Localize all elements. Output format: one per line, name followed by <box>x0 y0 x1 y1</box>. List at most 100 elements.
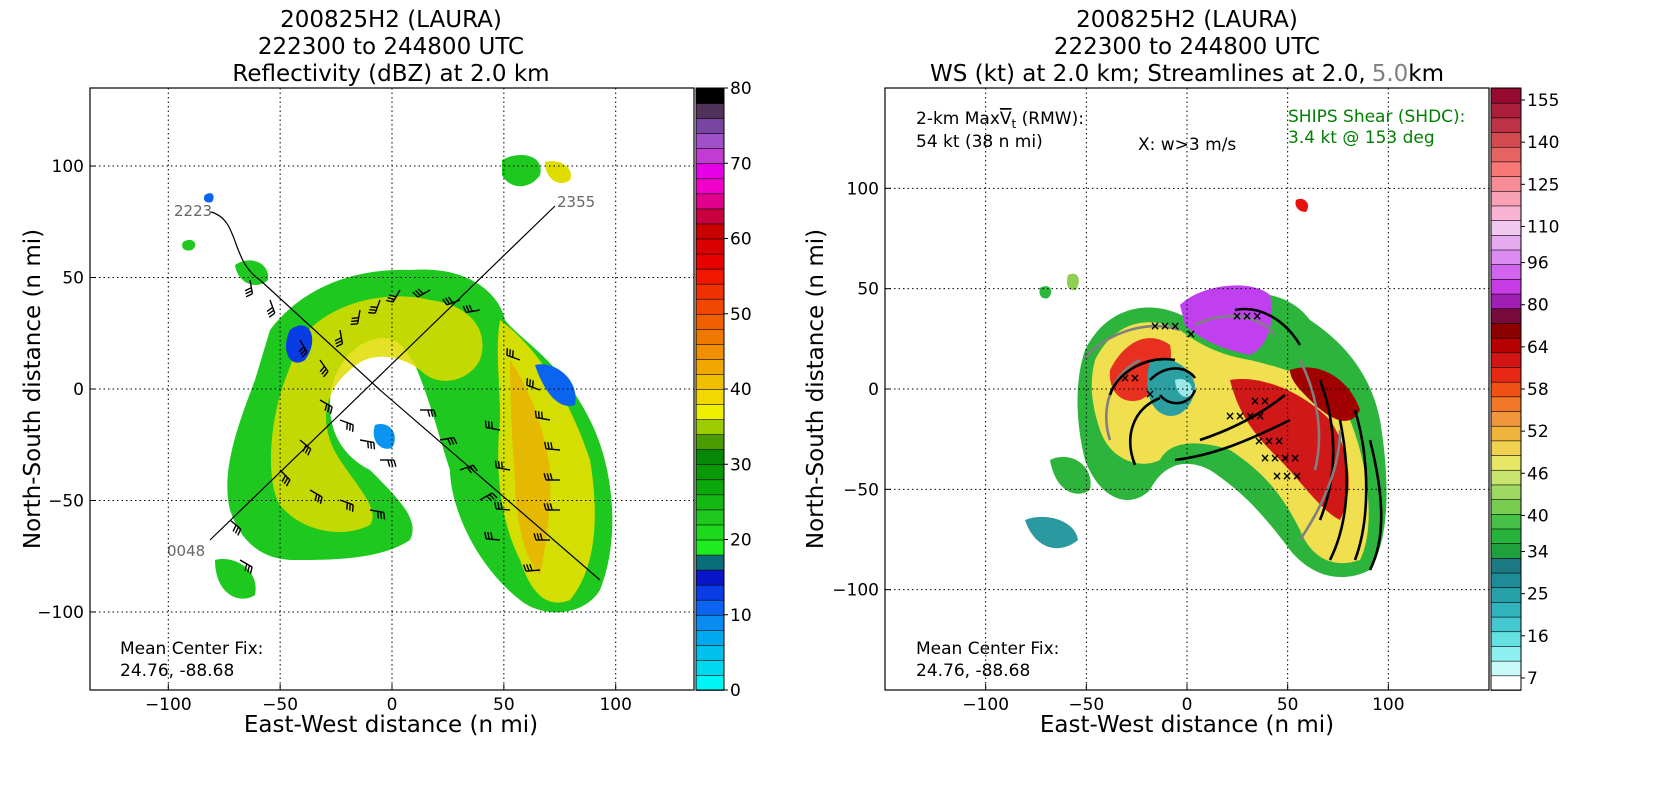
windspeed-colorbar-swatch <box>1490 381 1522 398</box>
wind-barb-flag <box>537 411 540 419</box>
windspeed-colorbar-swatch <box>1490 542 1522 559</box>
reflectivity-colorbar-label: 10 <box>730 606 752 626</box>
left-title-line2: 222300 to 244800 UTC <box>258 34 524 60</box>
windspeed-colorbar-swatch <box>1490 366 1522 383</box>
right-x-tick-label: 50 <box>1277 695 1299 715</box>
wind-barb-flag <box>377 511 380 519</box>
wind-barb-flag <box>335 343 343 348</box>
wind-barb-flag <box>526 564 530 572</box>
wind-barb-flag <box>245 293 253 298</box>
reflectivity-colorbar-swatch <box>695 147 725 165</box>
wind-speed-field <box>1025 198 1387 578</box>
wind-barb-flag <box>266 306 274 313</box>
reflectivity-colorbar-swatch <box>695 388 725 405</box>
reflectivity-colorbar-swatch <box>695 554 725 571</box>
reflectivity-colorbar: 0 10 20 30 40 50 60 70 80 <box>695 79 752 701</box>
wind-barb-shaft <box>319 359 329 372</box>
reflectivity-colorbar-swatch <box>695 478 725 496</box>
windspeed-colorbar-swatch <box>1490 454 1522 471</box>
wind-barb-shaft <box>417 289 431 298</box>
wind-barb-shaft <box>486 426 501 431</box>
wind-barb-flag <box>531 380 534 388</box>
windspeed-colorbar-label: 40 <box>1527 506 1549 526</box>
wind-barb-flag <box>468 304 473 312</box>
ships-shear-label: SHIPS Shear (SHDC): <box>1288 107 1465 127</box>
wind-barb-flag <box>486 495 493 502</box>
echo-region <box>203 193 214 203</box>
wind-region <box>1230 379 1349 520</box>
wind-barb-shaft <box>392 289 401 303</box>
windspeed-colorbar-label: 80 <box>1527 296 1549 316</box>
flight-label-mid: 2355 <box>557 193 595 211</box>
reflectivity-colorbar-swatch <box>695 253 725 270</box>
wind-barb-flag <box>469 465 475 473</box>
windspeed-colorbar-swatch <box>1490 322 1522 339</box>
wind-barb-shaft <box>319 399 333 408</box>
right-x-axis-label: East-West distance (n mi) <box>1040 712 1334 738</box>
wind-barb-flag <box>442 298 448 306</box>
wind-barb-flag <box>319 496 323 504</box>
windspeed-colorbar-swatch <box>1490 351 1522 368</box>
reflectivity-colorbar-swatch <box>695 373 725 390</box>
wind-barb-flag <box>549 473 553 481</box>
windspeed-colorbar-swatch <box>1490 572 1522 589</box>
svg-text:××: ×× <box>1120 371 1140 385</box>
right-title-line3-level: 5.0 <box>1372 61 1409 87</box>
wind-barb-flag <box>351 504 354 512</box>
right-plot-frame <box>884 87 1490 691</box>
wind-barb-flag <box>415 290 422 296</box>
wind-barb-shaft <box>269 299 276 314</box>
windspeed-colorbar-swatch <box>1490 87 1522 104</box>
wind-barb-flag <box>304 446 310 454</box>
wind-barb-flag <box>412 291 419 298</box>
windspeed-colorbar-swatch <box>1490 396 1522 412</box>
reflectivity-colorbar-swatch <box>695 223 725 240</box>
flight-label-start: 2223 <box>174 202 212 220</box>
wind-barb-flag <box>433 409 437 417</box>
wind-barb-shaft <box>439 436 454 441</box>
wind-barb-shaft <box>339 329 344 344</box>
reflectivity-colorbar-swatch <box>695 433 725 450</box>
windspeed-colorbar-swatch <box>1490 219 1522 236</box>
wind-barb-flag <box>327 405 331 413</box>
wind-barb-flag <box>300 348 306 355</box>
left-x-tick-label: 50 <box>493 695 515 715</box>
reflectivity-colorbar-swatch <box>695 268 725 285</box>
wind-barb-flag <box>546 473 550 481</box>
wind-barb-flag <box>350 323 358 326</box>
wind-region <box>1180 285 1272 355</box>
reflectivity-colorbar-swatch <box>695 162 725 180</box>
windspeed-colorbar-swatch <box>1490 410 1522 427</box>
wind-barb-flag <box>324 403 328 411</box>
svg-text:×××: ××× <box>1254 434 1284 448</box>
windspeed-colorbar-swatch <box>1490 146 1522 163</box>
wind-barb-flag <box>546 503 550 511</box>
reflectivity-colorbar-swatch <box>695 132 725 149</box>
wind-barb-flag <box>450 437 455 445</box>
wind-barb-flag <box>497 502 500 510</box>
wind-barb-flag <box>267 309 275 315</box>
wind-barb-flag <box>380 511 383 519</box>
windspeed-colorbar-swatch <box>1490 675 1522 691</box>
wind-barb-flag <box>232 524 237 532</box>
wind-barb-flag <box>445 297 451 305</box>
left-x-tick-label: 0 <box>387 695 398 715</box>
wind-barb-flag <box>323 371 329 378</box>
wind-barb-flag <box>465 305 470 313</box>
windspeed-colorbar-label: 155 <box>1527 91 1559 111</box>
windspeed-colorbar-label: 58 <box>1527 380 1549 400</box>
wind-barb-shaft <box>525 569 541 572</box>
wind-barb-shaft <box>496 466 511 471</box>
wind-region <box>1175 379 1193 397</box>
wind-barb-shaft <box>356 309 361 324</box>
reflectivity-colorbar-swatch <box>695 494 725 511</box>
windspeed-colorbar-swatch <box>1490 131 1522 148</box>
echo-region <box>535 364 576 406</box>
wind-region <box>1066 273 1079 291</box>
wind-barb-flag <box>387 459 391 467</box>
wind-barb-flag <box>351 317 359 320</box>
right-x-tick-label: 0 <box>1182 695 1193 715</box>
wind-barb-flag <box>500 461 503 469</box>
svg-text:××××: ×××× <box>1225 409 1265 423</box>
wind-barb-flag <box>368 311 376 314</box>
